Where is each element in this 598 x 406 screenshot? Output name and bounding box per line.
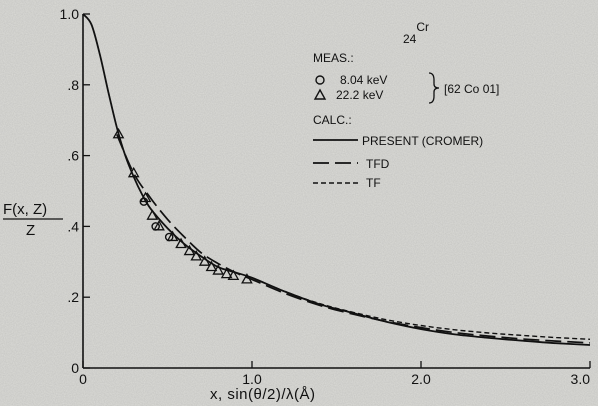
x-tick-label: 1.0 <box>242 371 262 387</box>
element-label: 24Cr <box>403 20 429 46</box>
curve-short-dash <box>251 277 591 340</box>
curve-solid <box>82 13 591 346</box>
legend-calc-label-1: PRESENT (CROMER) <box>362 134 483 148</box>
measured-point-triangle <box>139 191 152 203</box>
element-symbol: Cr <box>416 20 429 34</box>
legend-meas-reference: [62 Co 01] <box>444 82 499 96</box>
measured-point-triangle <box>220 267 233 279</box>
plot-frame <box>82 14 590 369</box>
x-tick-label: 0 <box>79 371 87 387</box>
legend-meas-title: MEAS.: <box>313 51 354 65</box>
legend-meas-brace <box>428 72 440 104</box>
measured-point-triangle <box>112 127 125 139</box>
y-tick-label: .6 <box>67 148 79 164</box>
legend: MEAS.: 8.04 keV 22.2 keV [62 Co 01] CALC… <box>313 51 499 190</box>
x-tick-label: 2.0 <box>411 371 431 387</box>
x-axis-label: x, sin(θ/2)/λ(Å) <box>210 386 316 403</box>
calculated-curves <box>82 13 591 346</box>
y-tick-label: .2 <box>67 289 79 305</box>
measured-point-triangle <box>153 219 165 231</box>
measured-point-triangle <box>198 255 211 266</box>
legend-calc-label-2: TFD <box>366 157 390 171</box>
legend-circle-marker <box>315 75 325 85</box>
legend-triangle-marker <box>313 88 327 100</box>
legend-meas-label-1: 8.04 keV <box>340 73 387 87</box>
measured-point-triangle <box>127 166 140 178</box>
y-tick-label: 0 <box>71 360 79 376</box>
y-axis-label-numerator: F(x, Z) <box>3 201 47 218</box>
y-tick-label: .8 <box>67 77 79 93</box>
measured-point-triangle <box>241 273 253 284</box>
curve-long-dash <box>116 134 591 344</box>
legend-calc-label-3: TF <box>366 176 381 190</box>
measured-point-triangle <box>205 260 218 272</box>
y-axis-label-denominator: Z <box>26 222 35 239</box>
measured-point-triangle <box>146 209 159 220</box>
legend-calc-title: CALC.: <box>313 113 352 127</box>
measured-point-triangle <box>175 237 187 249</box>
y-tick-label: .4 <box>67 218 79 234</box>
measured-point-triangle <box>183 244 196 256</box>
axis-ticks: 0 .2 .4 .6 .8 1.0 0 1.0 2.0 3.0 <box>60 6 591 387</box>
measured-points <box>112 127 253 284</box>
y-tick-label: 1.0 <box>60 6 80 22</box>
measured-point-triangle <box>190 250 203 261</box>
measured-point-triangle <box>227 269 240 281</box>
legend-meas-label-2: 22.2 keV <box>336 88 383 102</box>
x-tick-label: 3.0 <box>571 371 591 387</box>
element-atomic-number: 24 <box>403 32 417 46</box>
measured-point-triangle <box>212 264 225 275</box>
measured-point-triangle <box>166 230 179 242</box>
